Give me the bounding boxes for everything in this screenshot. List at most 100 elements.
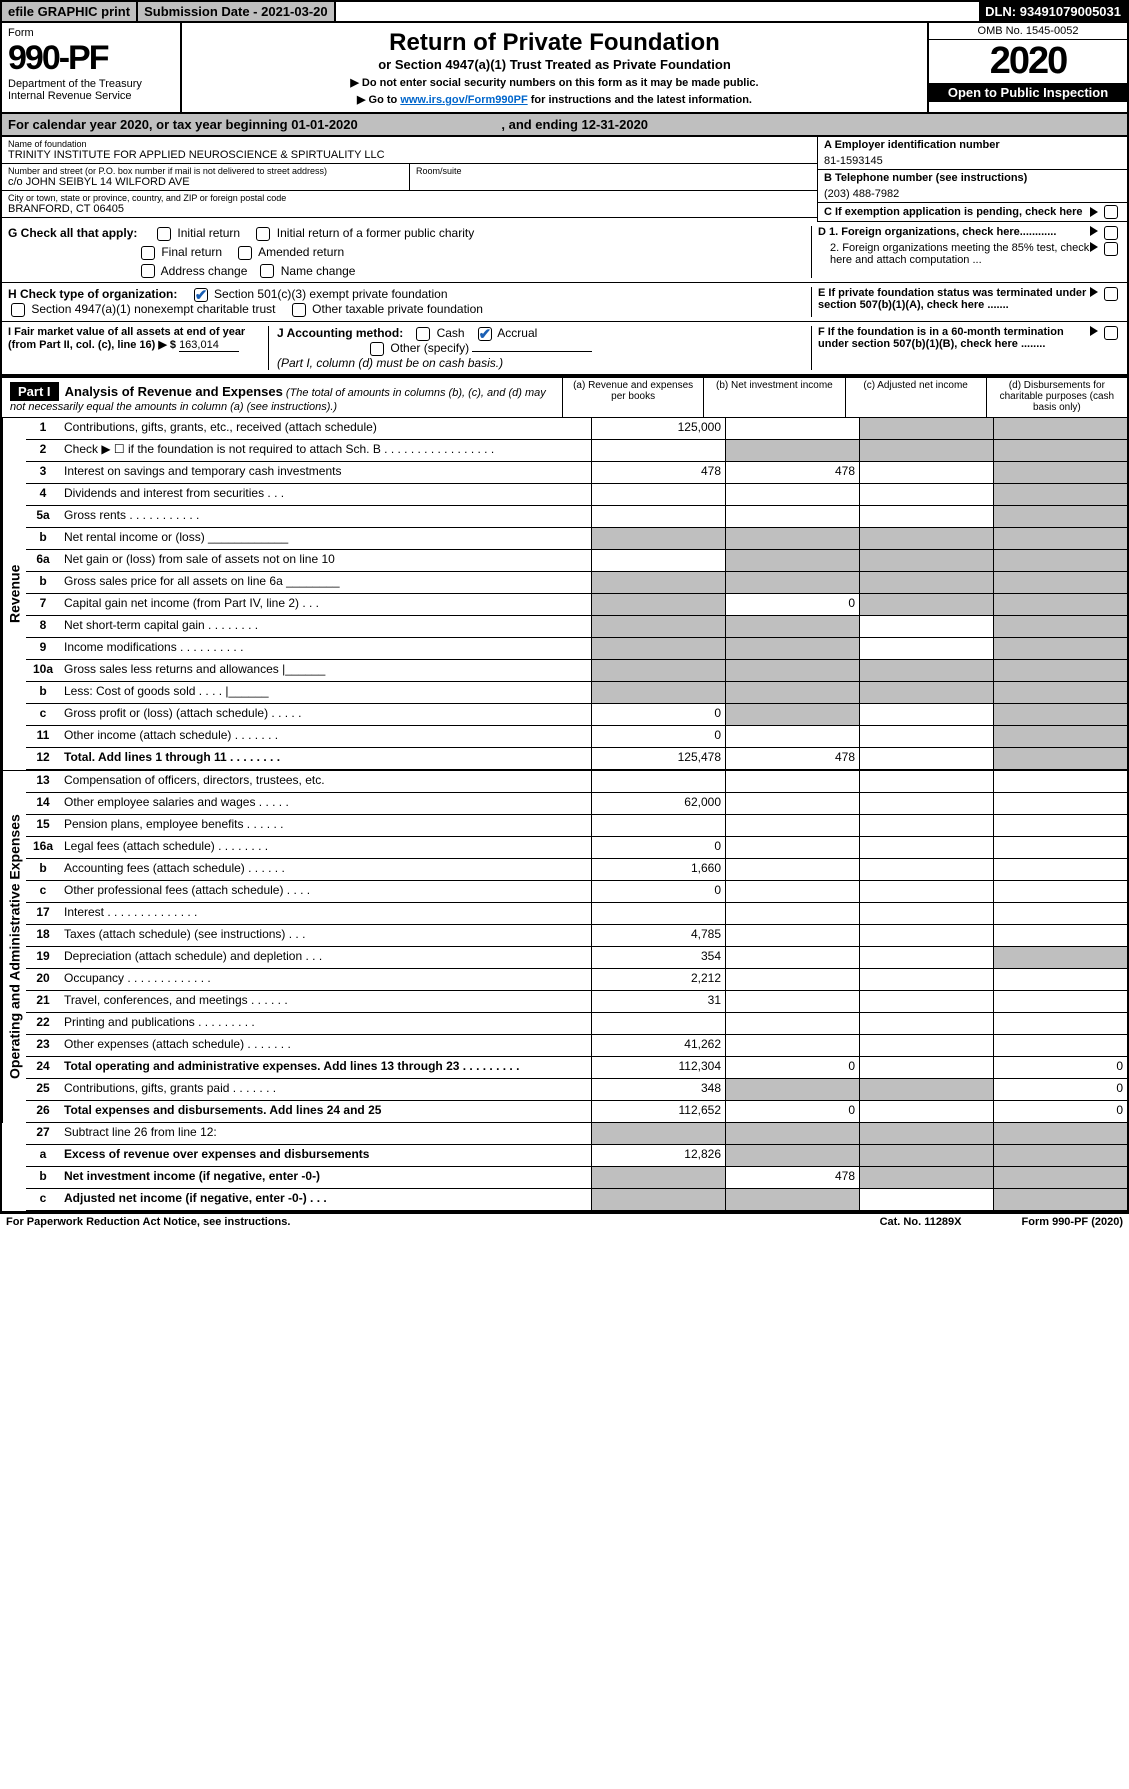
row-desc: Interest . . . . . . . . . . . . . . — [60, 903, 591, 924]
h-4947-cb[interactable] — [11, 303, 25, 317]
row-desc: Depreciation (attach schedule) and deple… — [60, 947, 591, 968]
row-number: a — [26, 1145, 60, 1166]
table-row: 5aGross rents . . . . . . . . . . . — [26, 506, 1127, 528]
form-word: Form — [8, 27, 174, 39]
d2-checkbox[interactable] — [1104, 242, 1118, 256]
table-row: 10aGross sales less returns and allowanc… — [26, 660, 1127, 682]
row-desc: Check ▶ ☐ if the foundation is not requi… — [60, 440, 591, 461]
cell-value — [993, 881, 1127, 902]
row-number: 15 — [26, 815, 60, 836]
row-desc: Legal fees (attach schedule) . . . . . .… — [60, 837, 591, 858]
cell-value — [591, 771, 725, 792]
amended-cb[interactable] — [238, 246, 252, 260]
row-desc: Gross rents . . . . . . . . . . . — [60, 506, 591, 527]
h-501c3-cb[interactable] — [194, 288, 208, 302]
goto-note: ▶ Go to www.irs.gov/Form990PF for instru… — [188, 93, 921, 106]
cell-value: 1,660 — [591, 859, 725, 880]
row-desc: Gross profit or (loss) (attach schedule)… — [60, 704, 591, 725]
cell-shaded — [859, 418, 993, 439]
final-return-cb[interactable] — [141, 246, 155, 260]
row-desc: Total operating and administrative expen… — [60, 1057, 591, 1078]
row-desc: Other professional fees (attach schedule… — [60, 881, 591, 902]
cell-value — [725, 991, 859, 1012]
table-row: 22Printing and publications . . . . . . … — [26, 1013, 1127, 1035]
cell-value — [859, 726, 993, 747]
row-desc: Adjusted net income (if negative, enter … — [60, 1189, 591, 1210]
table-row: 3Interest on savings and temporary cash … — [26, 462, 1127, 484]
row-desc: Total expenses and disbursements. Add li… — [60, 1101, 591, 1122]
cell-shaded — [993, 726, 1127, 747]
h-other-cb[interactable] — [292, 303, 306, 317]
row-number: 8 — [26, 616, 60, 637]
row-number: 3 — [26, 462, 60, 483]
j-other-lbl: Other (specify) — [390, 341, 469, 355]
j-cash-cb[interactable] — [416, 327, 430, 341]
cell-value — [859, 837, 993, 858]
table-row: cAdjusted net income (if negative, enter… — [26, 1189, 1127, 1211]
cell-shaded — [859, 1167, 993, 1188]
cell-value: 41,262 — [591, 1035, 725, 1056]
initial-return-cb[interactable] — [157, 227, 171, 241]
row-desc: Income modifications . . . . . . . . . . — [60, 638, 591, 659]
cell-shaded — [725, 616, 859, 637]
f-checkbox[interactable] — [1104, 326, 1118, 340]
cell-value — [859, 638, 993, 659]
c-label: C If exemption application is pending, c… — [824, 206, 1090, 218]
cell-shaded — [993, 1189, 1127, 1210]
d2-label: 2. Foreign organizations meeting the 85%… — [818, 242, 1090, 266]
cell-value — [725, 947, 859, 968]
row-desc: Net rental income or (loss) ____________ — [60, 528, 591, 549]
cell-value — [725, 969, 859, 990]
d1-checkbox[interactable] — [1104, 226, 1118, 240]
table-row: 24Total operating and administrative exp… — [26, 1057, 1127, 1079]
cell-value — [993, 991, 1127, 1012]
irs-link[interactable]: www.irs.gov/Form990PF — [400, 94, 527, 106]
e-checkbox[interactable] — [1104, 287, 1118, 301]
cell-shaded — [993, 462, 1127, 483]
row-desc: Capital gain net income (from Part IV, l… — [60, 594, 591, 615]
table-row: 14Other employee salaries and wages . . … — [26, 793, 1127, 815]
cell-shaded — [591, 1167, 725, 1188]
cell-value: 112,304 — [591, 1057, 725, 1078]
cell-value — [859, 815, 993, 836]
col-d-header: (d) Disbursements for charitable purpose… — [986, 378, 1127, 417]
cell-shaded — [725, 1189, 859, 1210]
row-desc: Travel, conferences, and meetings . . . … — [60, 991, 591, 1012]
table-row: 27Subtract line 26 from line 12: — [26, 1123, 1127, 1145]
row-desc: Printing and publications . . . . . . . … — [60, 1013, 591, 1034]
efile-print-button[interactable]: efile GRAPHIC print — [2, 2, 138, 21]
cell-value — [859, 616, 993, 637]
row-desc: Occupancy . . . . . . . . . . . . . — [60, 969, 591, 990]
row-number: 6a — [26, 550, 60, 571]
row-number: b — [26, 859, 60, 880]
row-number: 4 — [26, 484, 60, 505]
cell-value: 354 — [591, 947, 725, 968]
cell-value — [591, 1013, 725, 1034]
row-number: 19 — [26, 947, 60, 968]
ein-label: A Employer identification number — [824, 139, 1000, 151]
row-desc: Total. Add lines 1 through 11 . . . . . … — [60, 748, 591, 769]
initial-former-cb[interactable] — [256, 227, 270, 241]
cell-value: 478 — [725, 1167, 859, 1188]
row-desc: Net short-term capital gain . . . . . . … — [60, 616, 591, 637]
addr-change-cb[interactable] — [141, 264, 155, 278]
section-i-j: I Fair market value of all assets at end… — [0, 322, 1129, 376]
cell-value — [859, 771, 993, 792]
row-desc: Net investment income (if negative, ente… — [60, 1167, 591, 1188]
cell-shaded — [993, 748, 1127, 769]
j-cash-lbl: Cash — [437, 326, 465, 340]
bottom-section: 27Subtract line 26 from line 12:aExcess … — [0, 1123, 1129, 1213]
cell-shaded — [993, 1167, 1127, 1188]
cell-shaded — [725, 1079, 859, 1100]
foundation-name: TRINITY INSTITUTE FOR APPLIED NEUROSCIEN… — [8, 149, 811, 161]
cell-shaded — [993, 528, 1127, 549]
c-checkbox[interactable] — [1104, 205, 1118, 219]
row-desc: Pension plans, employee benefits . . . .… — [60, 815, 591, 836]
cell-value — [993, 1013, 1127, 1034]
j-accrual-cb[interactable] — [478, 327, 492, 341]
j-other-cb[interactable] — [370, 342, 384, 356]
cell-shaded — [725, 440, 859, 461]
name-change-cb[interactable] — [260, 264, 274, 278]
cell-shaded — [993, 638, 1127, 659]
cell-value — [859, 793, 993, 814]
